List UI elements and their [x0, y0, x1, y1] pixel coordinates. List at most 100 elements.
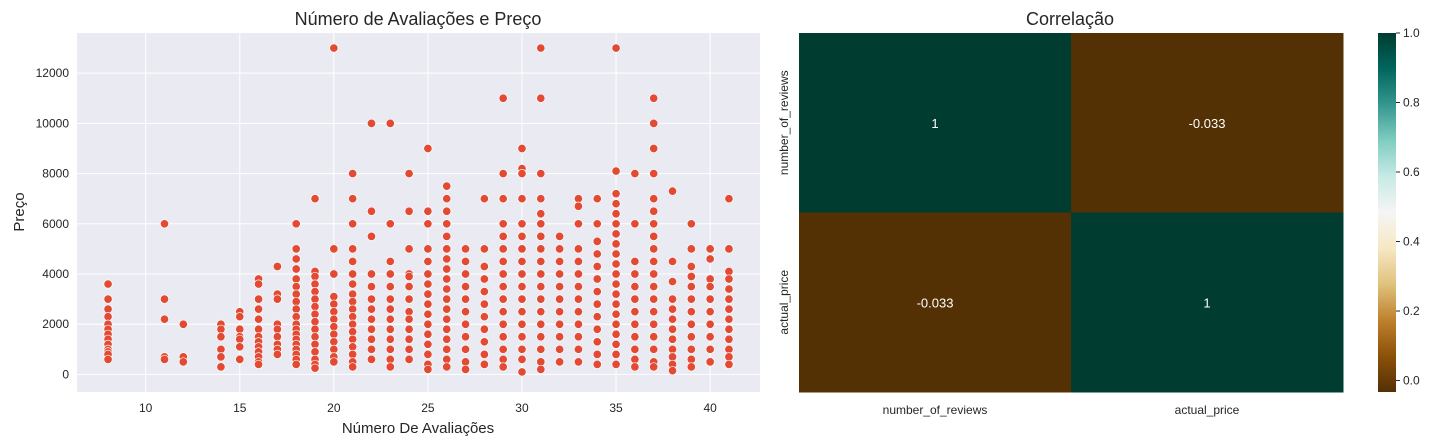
heatmap-annotation: -0.033: [917, 295, 954, 310]
scatter-point: [517, 367, 527, 377]
scatter-point: [159, 219, 170, 229]
scatter-point: [705, 254, 715, 264]
scatter-point: [667, 276, 678, 287]
scatter-point: [555, 231, 565, 241]
scatter-point: [423, 244, 433, 254]
scatter-point: [291, 254, 301, 264]
scatter-point: [724, 324, 734, 334]
scatter-point: [216, 352, 226, 362]
scatter-point: [705, 274, 715, 284]
scatter-point: [686, 344, 696, 354]
scatter-point: [442, 274, 452, 284]
scatter-point: [103, 304, 113, 314]
scatter-point: [611, 199, 621, 209]
scatter-point: [630, 256, 640, 267]
scatter-point: [348, 327, 358, 337]
x-tick-label: 30: [515, 401, 529, 415]
scatter-point: [611, 289, 621, 299]
scatter-point: [555, 319, 565, 329]
scatter-point: [649, 294, 659, 304]
scatter-point: [423, 349, 433, 359]
scatter-point: [536, 294, 546, 304]
scatter-point: [404, 294, 414, 304]
scatter-point: [498, 269, 508, 279]
scatter-point: [460, 256, 471, 267]
scatter-point: [649, 143, 659, 154]
scatter-point: [103, 312, 113, 322]
y-tick-label: 10000: [36, 116, 70, 130]
scatter-point: [517, 143, 527, 154]
scatter-point: [630, 344, 640, 354]
scatter-point: [724, 266, 734, 277]
scatter-point: [649, 93, 659, 103]
scatter-point: [498, 294, 508, 304]
scatter-point: [423, 309, 433, 319]
scatter-point: [517, 231, 527, 241]
scatter-point: [686, 244, 696, 254]
scatter-point: [686, 261, 696, 272]
scatter-point: [536, 93, 546, 103]
scatter-point: [724, 334, 734, 344]
scatter-point: [536, 307, 546, 317]
scatter-x-ticks: 10 15 20 25 30 35 40: [139, 401, 717, 415]
scatter-point: [442, 254, 452, 264]
scatter-point: [442, 304, 452, 314]
scatter-point: [555, 244, 565, 254]
scatter-point: [310, 339, 320, 349]
scatter-point: [385, 282, 395, 292]
scatter-point: [460, 344, 471, 354]
scatter-point: [555, 269, 565, 279]
scatter-point: [479, 349, 489, 359]
scatter-point: [423, 289, 433, 299]
scatter-point: [649, 118, 659, 128]
scatter-point: [555, 357, 565, 367]
scatter-point: [536, 219, 546, 229]
scatter-point: [310, 347, 320, 357]
scatter-points: [103, 43, 734, 377]
scatter-point: [329, 322, 339, 332]
scatter-point: [291, 289, 301, 299]
scatter-point: [630, 294, 640, 304]
scatter-point: [592, 274, 602, 284]
scatter-point: [667, 366, 678, 376]
scatter-point: [329, 314, 339, 324]
scatter-point: [291, 297, 301, 307]
scatter-point: [460, 269, 471, 279]
scatter-point: [479, 359, 489, 369]
scatter-point: [272, 332, 282, 342]
scatter-plot-area: [77, 33, 760, 392]
scatter-point: [555, 332, 565, 342]
scatter-point: [291, 359, 301, 369]
scatter-point: [592, 324, 602, 334]
scatter-point: [216, 362, 226, 372]
heatmap-cell: [1071, 33, 1344, 213]
scatter-point: [385, 334, 395, 344]
scatter-point: [103, 279, 113, 289]
scatter-point: [254, 359, 264, 369]
scatter-point: [517, 307, 527, 317]
scatter-point: [423, 256, 433, 267]
scatter-y-label: Preço: [11, 192, 28, 231]
scatter-point: [573, 244, 583, 254]
scatter-point: [385, 314, 395, 324]
scatter-point: [329, 299, 339, 309]
scatter-point: [329, 337, 339, 347]
scatter-point: [686, 282, 696, 292]
scatter-point: [348, 219, 358, 229]
scatter-point: [611, 239, 621, 249]
scatter-point: [630, 332, 640, 342]
scatter-point: [705, 244, 715, 254]
scatter-point: [235, 334, 245, 344]
x-tick-label: 40: [703, 401, 717, 415]
scatter-point: [705, 332, 715, 342]
scatter-point: [498, 344, 508, 354]
scatter-point: [479, 337, 489, 347]
scatter-point: [611, 299, 621, 309]
scatter-point: [348, 194, 358, 204]
scatter-point: [404, 307, 414, 317]
heatmap-y-label: actual_price: [777, 270, 791, 335]
heatmap-cell: [799, 33, 1072, 213]
heatmap-annotation: -0.033: [1189, 116, 1226, 131]
scatter-point: [667, 344, 678, 354]
scatter-point: [423, 329, 433, 339]
